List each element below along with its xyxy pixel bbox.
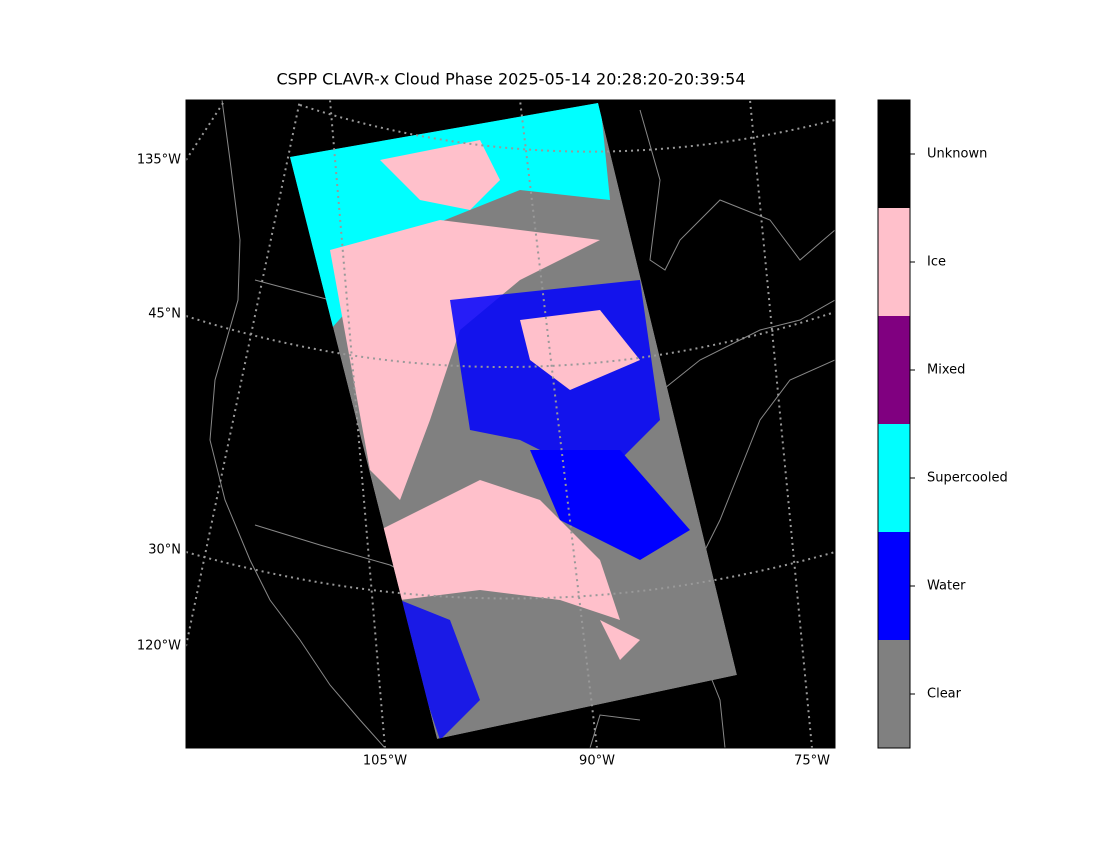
colorbar-segment [878,316,910,424]
colorbar-segment [878,208,910,316]
colorbar-label: Clear [927,687,962,702]
lat-lon-label: 45°N [148,307,181,322]
map-frame [185,99,836,749]
lat-lon-label: 120°W [137,639,181,654]
lon-label: 90°W [579,754,615,769]
colorbar: Clear Water Supercooled Mixed Ice Unknown [877,99,1008,749]
colorbar-segment [878,532,910,640]
lon-label: 75°W [794,754,830,769]
lat-lon-label: 30°N [148,543,181,558]
colorbar-segment [878,424,910,532]
title: CSPP CLAVR-x Cloud Phase 2025-05-14 20:2… [276,70,745,89]
lon-label: 105°W [363,754,407,769]
colorbar-segment [878,100,910,208]
colorbar-label: Ice [927,255,946,270]
lat-lon-label: 135°W [137,153,181,168]
colorbar-segment [878,640,910,748]
map-labels: 135°W 45°N 30°N 120°W 105°W 90°W 75°W [137,153,830,769]
colorbar-frame [877,99,911,749]
colorbar-label: Supercooled [927,471,1008,486]
colorbar-label: Unknown [927,147,987,162]
cloud-swath [290,103,737,739]
colorbar-label: Water [927,579,966,594]
map [186,100,835,748]
colorbar-label: Mixed [927,363,965,378]
